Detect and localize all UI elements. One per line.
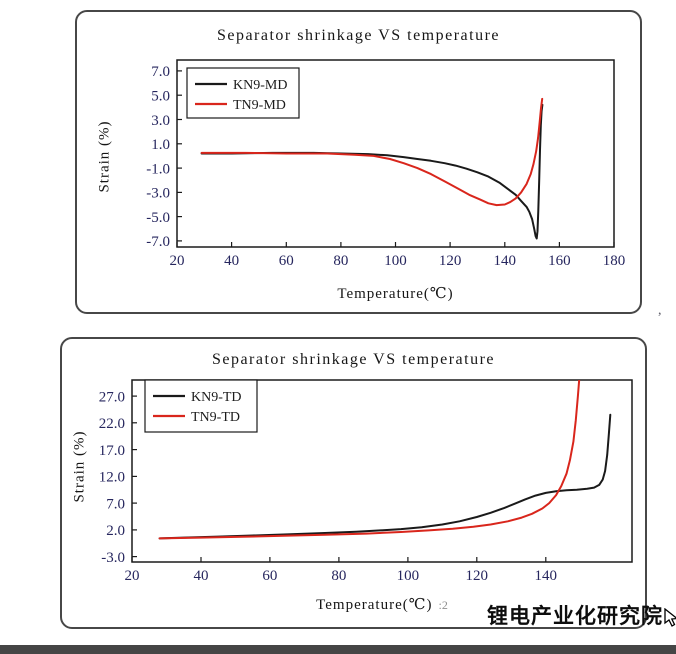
svg-text:20: 20 <box>125 568 140 584</box>
svg-text:3.0: 3.0 <box>151 113 170 129</box>
svg-text:-7.0: -7.0 <box>146 234 170 250</box>
watermark-text: 锂电产业化研究院 <box>487 605 663 628</box>
svg-text:140: 140 <box>535 568 558 584</box>
svg-text:120: 120 <box>466 568 489 584</box>
x-axis-label-md-text: Temperature(℃) <box>337 286 454 302</box>
chart-card-td: Separator shrinkage VS temperature Strai… <box>60 337 647 629</box>
x-axis-label-td: Temperature(℃) :2 <box>132 595 632 614</box>
plot-area-td: 20 40 60 80 100 120 140 27.0 22.0 17.0 12.0 7.0 2.0 -… <box>70 375 637 599</box>
svg-text:KN9-TD: KN9-TD <box>191 390 242 405</box>
svg-text:20: 20 <box>170 253 185 269</box>
x-axis-label-suffix: :2 <box>438 598 448 612</box>
svg-text:-3.0: -3.0 <box>146 186 170 202</box>
svg-text:1.0: 1.0 <box>151 137 170 153</box>
footer-bar <box>0 645 676 654</box>
chart-svg: 20 40 60 80 100 120 140 27.0 22.0 17.0 12.0 7.0 2.0 -… <box>99 379 633 584</box>
x-axis-label-td-text: Temperature(℃) <box>316 597 433 613</box>
chart-title-td: Separator shrinkage VS temperature <box>211 351 496 368</box>
svg-text:KN9-MD: KN9-MD <box>233 78 287 93</box>
svg-text:12.0: 12.0 <box>99 470 125 486</box>
svg-text:160: 160 <box>548 253 571 269</box>
svg-text:60: 60 <box>262 568 277 584</box>
x-axis-label-md: Temperature(℃) <box>177 284 614 303</box>
watermark: 锂电产业化研究院 <box>487 600 676 633</box>
svg-text:17.0: 17.0 <box>99 443 125 459</box>
svg-text:7.0: 7.0 <box>106 496 125 512</box>
mouse-cursor-icon <box>664 607 676 633</box>
svg-text:140: 140 <box>494 253 517 269</box>
svg-text:180: 180 <box>603 253 626 269</box>
stray-mark: , <box>658 303 662 318</box>
svg-text:120: 120 <box>439 253 462 269</box>
svg-text:-5.0: -5.0 <box>146 210 170 226</box>
svg-text:7.0: 7.0 <box>151 64 170 80</box>
svg-text:2.0: 2.0 <box>106 523 125 539</box>
plot-area-md: 20 40 60 80 100 120 140 160 180 7.0 5.0 3.0 1.0 -1.0 -… <box>85 56 630 278</box>
svg-text:5.0: 5.0 <box>151 88 170 104</box>
chart-svg: 20 40 60 80 100 120 140 160 180 7.0 5.0 3.0 1.0 -1.0 -… <box>146 59 626 269</box>
svg-text:TN9-TD: TN9-TD <box>191 410 240 425</box>
chart-title-md: Separator shrinkage VS temperature <box>216 27 501 44</box>
svg-text:TN9-MD: TN9-MD <box>233 98 286 113</box>
svg-text:27.0: 27.0 <box>99 389 125 405</box>
svg-text:40: 40 <box>194 568 209 584</box>
svg-text:100: 100 <box>397 568 420 584</box>
svg-text:-1.0: -1.0 <box>146 161 170 177</box>
svg-text:22.0: 22.0 <box>99 416 125 432</box>
svg-text:80: 80 <box>331 568 346 584</box>
svg-text:100: 100 <box>384 253 407 269</box>
svg-text:40: 40 <box>224 253 239 269</box>
svg-text:80: 80 <box>333 253 348 269</box>
svg-text:60: 60 <box>279 253 294 269</box>
chart-card-md: Separator shrinkage VS temperature Strai… <box>75 10 642 314</box>
svg-text:-3.0: -3.0 <box>101 550 125 566</box>
